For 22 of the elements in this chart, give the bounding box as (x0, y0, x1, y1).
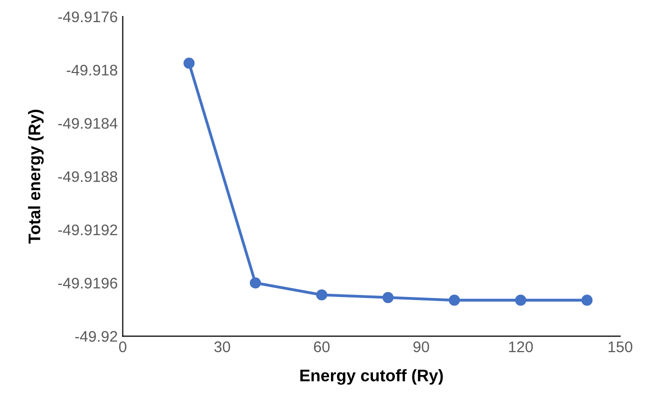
y-tick-label: -49.9184 (58, 118, 118, 129)
x-tick-label: 90 (413, 341, 430, 352)
y-tick-label: -49.9196 (58, 278, 118, 289)
point (316, 289, 328, 300)
x-tick-label: 30 (214, 341, 230, 352)
point (382, 292, 394, 304)
point (515, 294, 526, 306)
x-tick-label: 60 (314, 341, 330, 352)
y-tick-label: -49.92 (75, 331, 118, 342)
y-tick-label: -49.918 (66, 64, 118, 76)
point (448, 294, 460, 306)
x-tick-label: 150 (608, 341, 632, 352)
point (250, 277, 261, 288)
point (581, 294, 593, 306)
point (184, 58, 195, 69)
y-tick-label: -49.9192 (58, 224, 118, 236)
x-tick-label: 0 (119, 341, 126, 352)
x-axis-title: Energy cutoff (Ry) (300, 369, 443, 385)
x-tick-label: 120 (509, 341, 533, 352)
y-axis-title: Total energy (Ry) (28, 110, 44, 244)
y-tick-label: -49.9188 (58, 171, 118, 182)
y-tick-label: -49.9176 (58, 11, 118, 22)
